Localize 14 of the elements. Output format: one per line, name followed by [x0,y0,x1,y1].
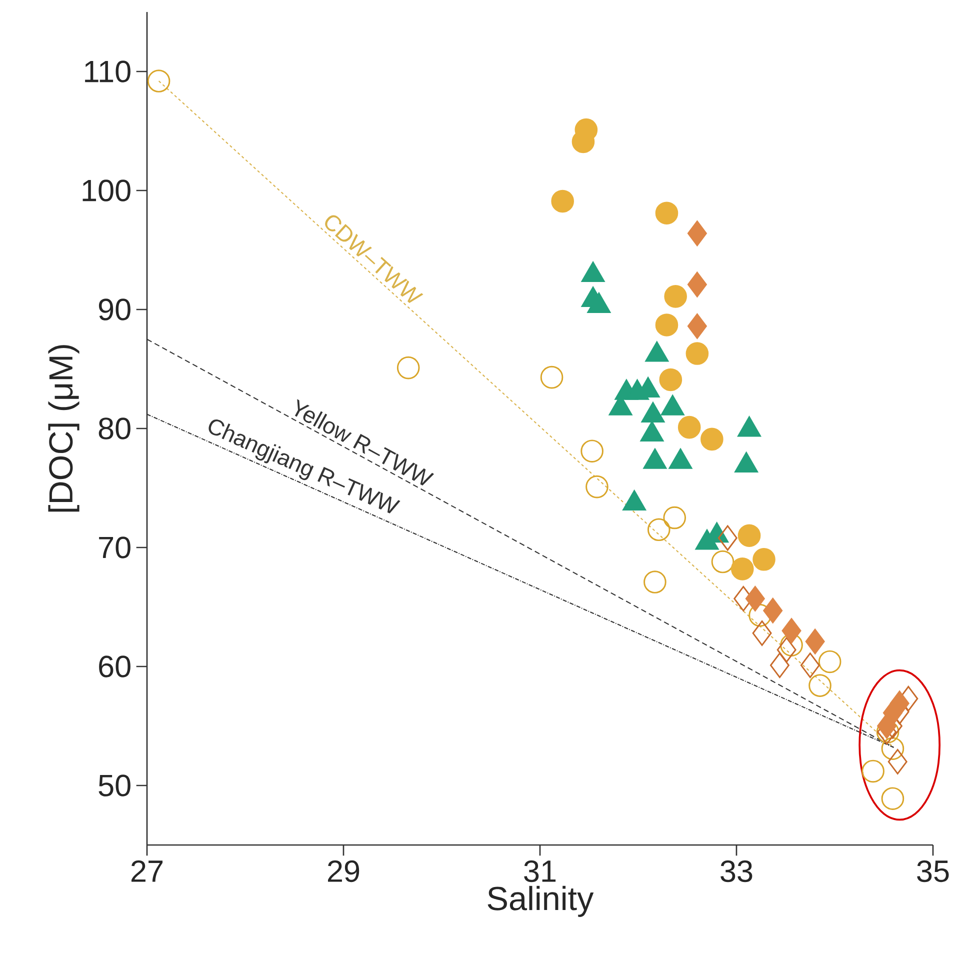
y-tick-label: 100 [82,180,130,202]
y-tick-label: 90 [98,298,130,320]
y-axis-title: [DOC] (μM) [48,345,80,512]
x-tick-label: 35 [917,860,949,882]
x-tick-label: 29 [328,860,360,882]
y-tick-label: 60 [99,656,130,678]
x-tick-label: 31 [524,860,556,882]
x-axis-title: Salinity [488,886,594,917]
y-tick-label: 70 [99,536,130,558]
y-tick-label: 110 [85,60,130,82]
x-tick-label: 27 [131,860,163,882]
y-tick-label: 50 [98,774,130,796]
x-tick-label: 33 [720,860,752,882]
y-tick-label: 80 [98,418,130,440]
